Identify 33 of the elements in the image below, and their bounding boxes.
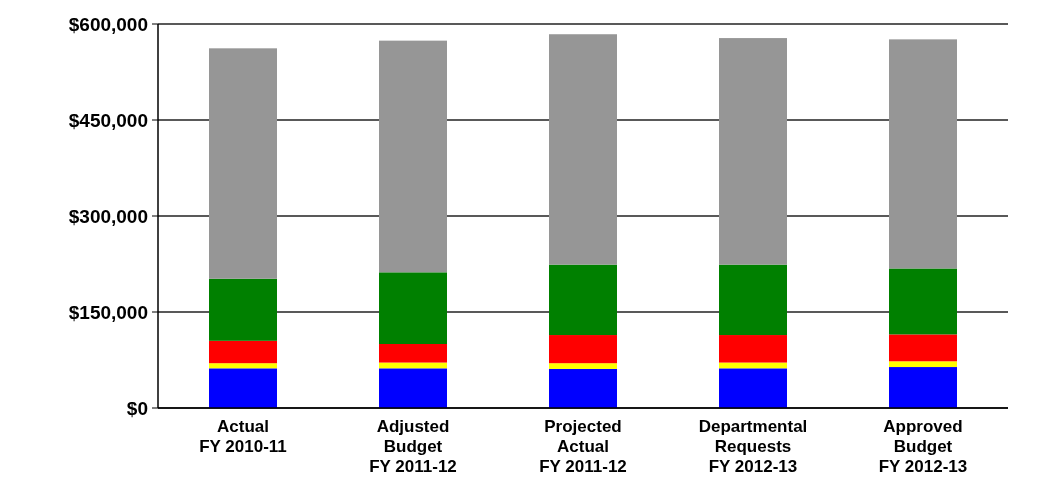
- bar: [549, 335, 617, 364]
- bar: [549, 368, 617, 408]
- bar: [549, 363, 617, 369]
- y-tick-label: $0: [126, 397, 148, 419]
- y-tick-label: $450,000: [68, 109, 148, 131]
- bar: [719, 38, 787, 265]
- bar: [209, 48, 277, 279]
- x-tick-label: Departmental Requests FY 2012-13: [698, 417, 808, 476]
- y-tick-label: $300,000: [68, 205, 148, 227]
- bar: [889, 268, 957, 335]
- bar: [379, 344, 447, 363]
- bar: [719, 264, 787, 336]
- bar: [379, 272, 447, 344]
- bar: [549, 264, 617, 336]
- bar: [719, 368, 787, 408]
- bar: [209, 368, 277, 408]
- bar: [889, 361, 957, 368]
- x-tick-label: Adjusted Budget FY 2011-12: [369, 417, 457, 476]
- x-tick-label: Approved Budget FY 2012-13: [878, 417, 968, 476]
- x-tick-label: Projected Actual FY 2011-12: [539, 417, 627, 476]
- bar: [379, 40, 447, 273]
- bar: [719, 335, 787, 363]
- bar: [209, 278, 277, 341]
- bar: [549, 34, 617, 265]
- bar: [889, 367, 957, 408]
- y-tick-label: $600,000: [68, 13, 148, 35]
- bar: [209, 363, 277, 369]
- y-tick-label: $150,000: [68, 301, 148, 323]
- bar: [379, 368, 447, 408]
- x-tick-label: Actual FY 2010-11: [199, 417, 287, 456]
- bar: [209, 340, 277, 364]
- bar: [889, 334, 957, 362]
- bar: [889, 39, 957, 269]
